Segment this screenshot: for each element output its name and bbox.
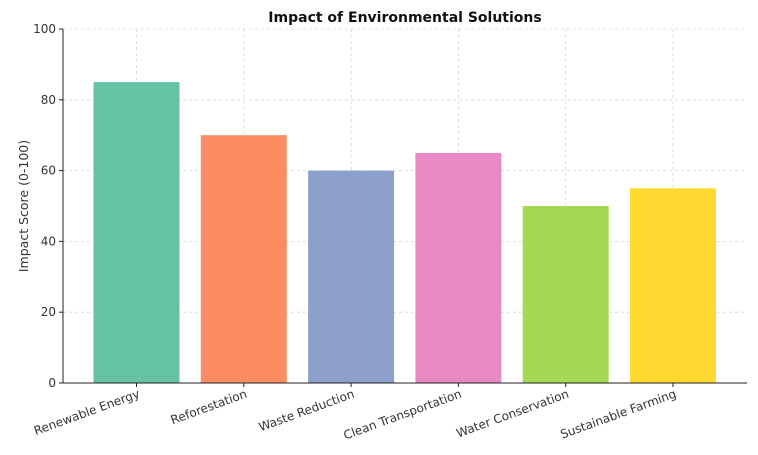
- bar-reforestation: [200, 135, 287, 383]
- axes-layer: [62, 29, 747, 384]
- x-tick-label: Waste Reduction: [257, 387, 356, 435]
- bar-water-conservation: [522, 206, 609, 383]
- y-tick-label: 100: [33, 22, 56, 36]
- bar-sustainable-farming: [630, 188, 716, 383]
- y-tick-label: 80: [41, 93, 56, 107]
- y-tick-label: 0: [48, 376, 56, 390]
- x-ticks: Renewable Energy Reforestation Waste Reduc…: [32, 383, 678, 442]
- x-tick-label: Renewable Energy: [32, 387, 142, 438]
- bar-clean-transportation: [415, 152, 502, 383]
- x-tick-label: Clean Transportation: [342, 387, 464, 443]
- bar-renewable-energy: [93, 82, 180, 383]
- y-axis-label: Impact Score (0-100): [16, 140, 31, 272]
- y-tick-label: 20: [41, 305, 56, 319]
- y-ticks: 0 20 40 60 80 100: [33, 22, 63, 390]
- x-tick-label: Reforestation: [169, 387, 249, 428]
- y-tick-label: 60: [41, 164, 56, 178]
- bars-layer: [93, 82, 716, 383]
- x-tick-label: Sustainable Farming: [558, 387, 678, 442]
- x-tick-label: Water Conservation: [454, 387, 570, 441]
- bar-waste-reduction: [308, 170, 395, 383]
- chart-title: Impact of Environmental Solutions: [268, 10, 541, 26]
- y-tick-label: 40: [41, 234, 56, 248]
